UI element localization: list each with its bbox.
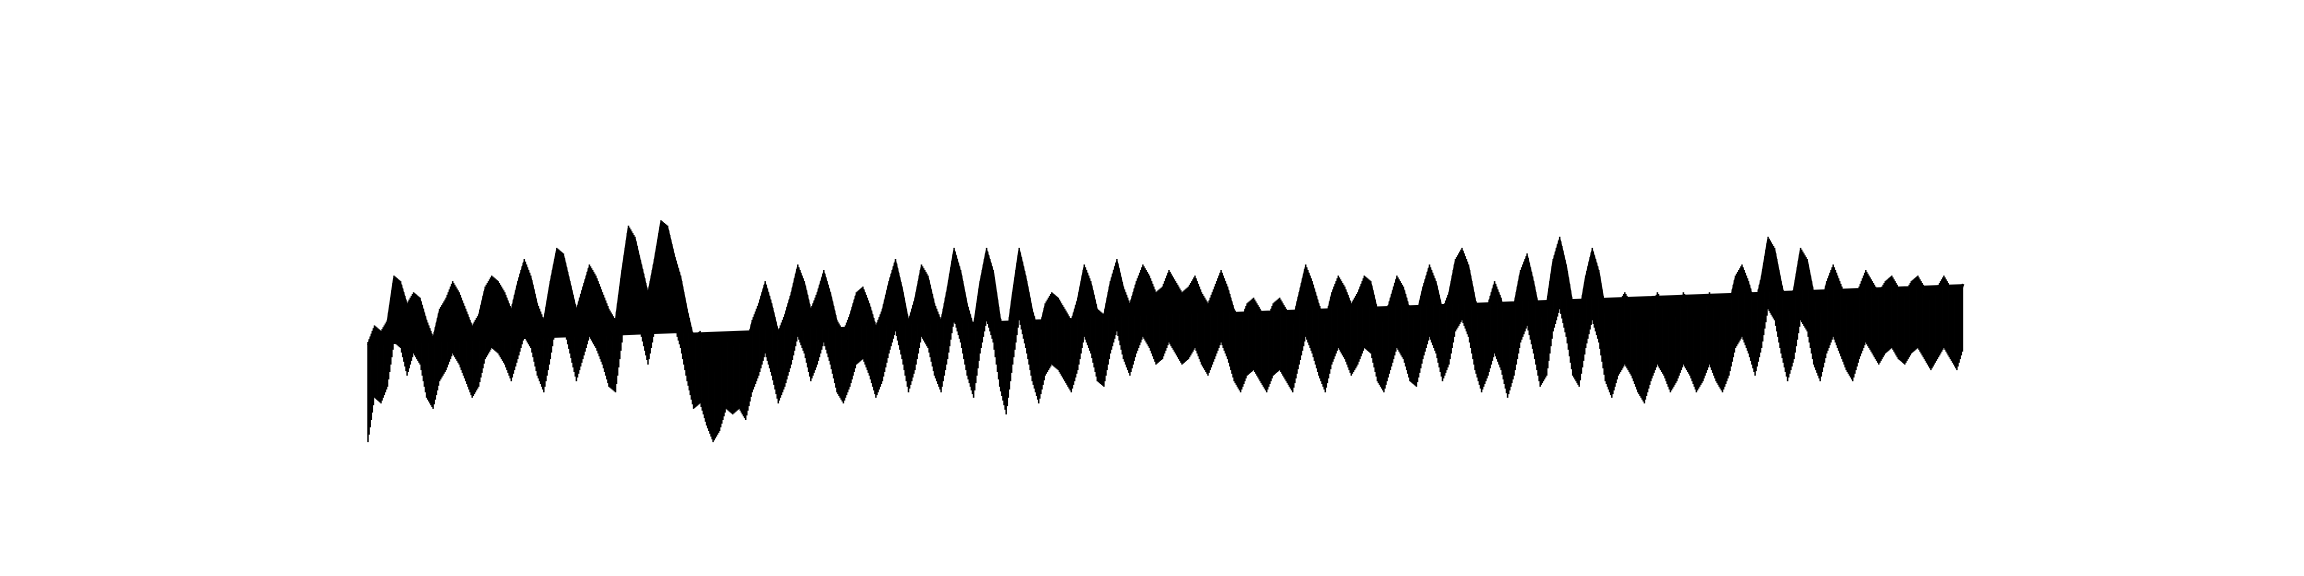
series-layer: [367, 220, 1965, 443]
